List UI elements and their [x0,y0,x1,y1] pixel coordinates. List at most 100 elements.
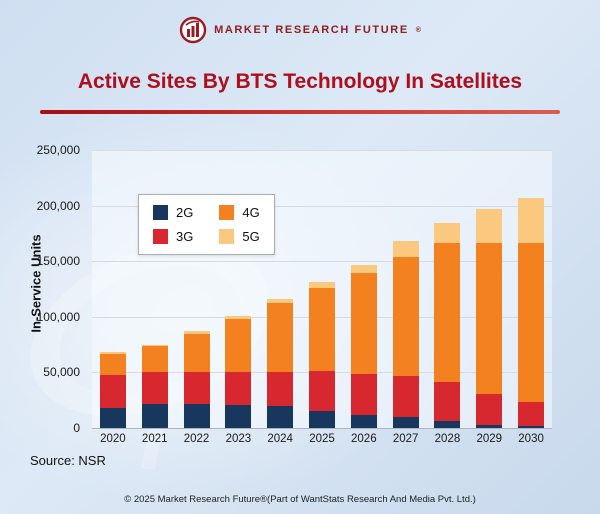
bar-segment-2g-2023 [225,404,252,428]
legend-label-3g: 3G [176,229,194,244]
legend-swatch-5g [219,229,235,244]
bar-segment-3g-2022 [183,372,210,404]
bar-2028 [434,223,461,428]
bar-segment-4g-2028 [434,243,461,383]
x-tick-label-2024: 2024 [267,433,293,445]
bar-segment-2g-2030 [518,426,545,428]
bar-segment-2g-2025 [308,411,335,428]
legend: 2G 4G 3G 5G [138,194,275,255]
bar-segment-4g-2023 [225,319,252,373]
gridline-250000 [92,150,552,151]
bar-segment-2g-2021 [141,403,168,428]
legend-item-3g: 3G [153,229,193,244]
bar-2022 [183,331,210,428]
bar-segment-4g-2027 [392,256,419,376]
x-tick-label-2030: 2030 [518,433,544,445]
gridline-150000 [92,261,552,263]
bar-segment-2g-2026 [350,414,377,428]
y-tick-label: 200,000 [36,198,80,213]
bar-segment-4g-2025 [308,287,335,372]
brand-reg-mark: ® [415,26,421,34]
legend-label-2g: 2G [176,205,194,220]
x-tick-label-2028: 2028 [434,433,461,445]
x-tick-label-2026: 2026 [351,433,377,445]
bar-segment-5g-2027 [392,241,419,257]
legend-swatch-2g [153,205,168,220]
bar-2026 [350,264,377,428]
bar-segment-4g-2026 [350,273,377,374]
bar-segment-3g-2020 [99,374,126,408]
bar-segment-5g-2025 [308,282,335,288]
y-tick-label: 250,000 [36,143,80,157]
x-tick-label-2023: 2023 [225,433,252,445]
plot-area: 2G 4G 3G 5G [92,150,552,429]
x-tick-label-2027: 2027 [392,433,419,445]
bar-segment-5g-2028 [434,223,461,244]
bar-segment-3g-2028 [434,382,461,422]
bar-2020 [99,352,126,428]
x-tick-label-2020: 2020 [100,433,126,445]
bar-segment-4g-2030 [518,242,545,402]
x-tick-label-2021: 2021 [141,433,168,445]
footer-note: © 2025 Market Research Future®(Part of W… [124,494,476,505]
bar-segment-3g-2026 [350,373,377,415]
y-axis-ticks: 0 50,000 100,000 150,000 200,000 250,000 [6,143,86,435]
bar-segment-5g-2021 [141,344,168,346]
bar-2025 [308,282,335,428]
legend-label-5g: 5G [242,229,260,244]
bar-segment-2g-2020 [99,407,126,428]
bar-segment-3g-2023 [225,372,252,405]
bar-segment-5g-2026 [350,264,377,274]
bar-segment-5g-2024 [267,299,294,304]
bar-segment-3g-2030 [518,401,545,427]
y-tick-label: 100,000 [36,309,80,324]
bar-segment-4g-2021 [141,345,168,373]
bar-segment-5g-2020 [99,352,126,354]
legend-swatch-4g [219,205,235,220]
brand-name: MARKET RESEARCH FUTURE [214,24,409,36]
bar-segment-3g-2025 [308,371,335,412]
bar-2021 [141,344,168,428]
bar-segment-3g-2021 [141,372,168,404]
bar-2024 [267,299,294,428]
legend-label-4g: 4G [242,205,260,220]
bar-segment-4g-2029 [476,243,503,394]
title-underline [40,110,560,114]
gridline-0 [92,428,552,429]
brand-logo: MARKET RESEARCH FUTURE ® [0,16,600,44]
bar-2029 [476,208,503,428]
x-tick-label-2022: 2022 [183,433,210,445]
x-axis-labels: 2020 2021 2022 2023 2024 2025 2026 2027 2028 2029… [92,433,552,445]
y-tick-label: 50,000 [43,365,80,380]
bar-segment-2g-2028 [434,421,461,428]
legend-item-4g: 4G [219,205,260,220]
bar-2023 [225,315,252,428]
bar-segment-5g-2029 [476,208,503,244]
bars [92,150,552,428]
page-title: Active Sites By BTS Technology In Satell… [77,70,523,93]
bar-segment-3g-2027 [392,375,419,417]
bar-segment-3g-2029 [476,393,503,425]
x-tick-label-2025: 2025 [309,433,335,445]
source-note: Source: NSR [30,453,106,468]
bar-segment-5g-2023 [225,315,252,320]
brand-logo-icon [179,16,207,44]
bar-2027 [392,241,419,428]
legend-item-5g: 5G [219,229,260,244]
bar-segment-3g-2024 [267,372,294,406]
bar-segment-4g-2022 [183,333,210,373]
bar-segment-2g-2029 [476,424,503,428]
bar-segment-2g-2027 [392,416,419,428]
bar-2030 [518,198,545,428]
legend-swatch-3g [153,229,168,244]
bar-segment-4g-2024 [267,303,294,373]
gridline-200000 [92,205,552,207]
bar-segment-2g-2022 [183,403,210,428]
y-tick-label: 0 [73,421,80,435]
y-tick-label: 150,000 [36,254,80,269]
bar-segment-5g-2030 [518,198,545,243]
x-tick-label-2029: 2029 [476,433,503,445]
bar-segment-4g-2020 [99,353,126,375]
bar-segment-2g-2024 [267,405,294,428]
